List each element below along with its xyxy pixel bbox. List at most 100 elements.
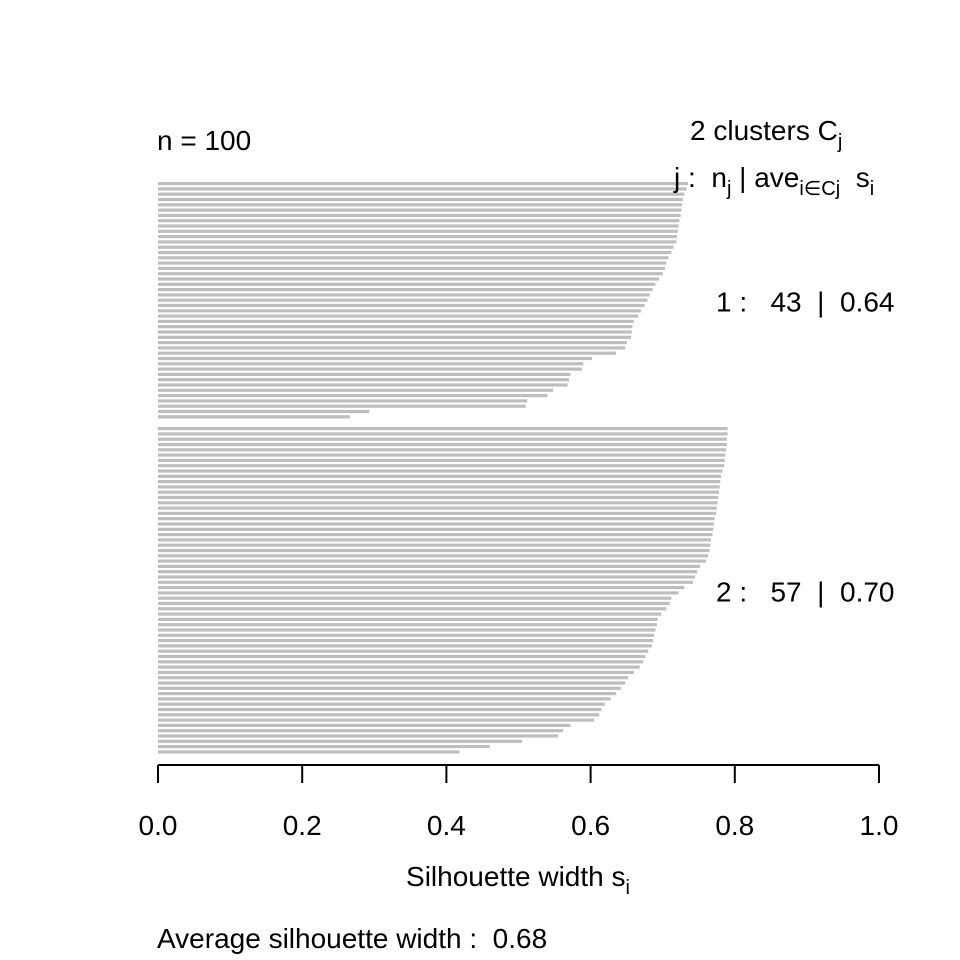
column-header-n-sub: j <box>726 178 731 200</box>
silhouette-bar-c2-53 <box>158 702 606 706</box>
silhouette-bar-c1-15 <box>158 256 669 260</box>
silhouette-bar-c2-59 <box>158 734 559 738</box>
silhouette-bar-c2-60 <box>158 739 523 743</box>
n-label: n = 100 <box>157 125 251 156</box>
silhouette-bar-c2-52 <box>158 697 611 701</box>
silhouette-bar-c2-37 <box>158 617 658 621</box>
silhouette-bar-c1-44 <box>158 409 370 414</box>
silhouette-bar-c2-54 <box>158 707 602 712</box>
silhouette-bar-c1-31 <box>158 341 627 345</box>
silhouette-bar-c1-28 <box>158 325 633 329</box>
silhouette-bar-c1-42 <box>158 399 528 403</box>
silhouette-bar-c2-10 <box>158 474 722 478</box>
silhouette-bar-c2-30 <box>158 580 693 584</box>
column-header-ave: ave <box>754 162 799 193</box>
silhouette-bar-c1-1 <box>158 182 688 186</box>
silhouette-bar-c1-29 <box>158 330 632 334</box>
silhouette-bar-c1-34 <box>158 356 593 361</box>
silhouette-bar-c1-17 <box>158 266 665 270</box>
silhouette-bar-c2-6 <box>158 453 726 457</box>
silhouette-bar-c1-33 <box>158 351 616 355</box>
column-header-n: n <box>711 162 727 193</box>
silhouette-bar-c1-25 <box>158 309 642 313</box>
silhouette-bar-c2-15 <box>158 501 718 505</box>
average-silhouette-label: Average silhouette width : 0.68 <box>157 923 547 954</box>
column-header-colon: : <box>680 162 711 193</box>
silhouette-bar-c2-16 <box>158 506 717 510</box>
x-tick-label-1.0: 1.0 <box>860 810 899 841</box>
silhouette-bar-c1-36 <box>158 367 582 371</box>
silhouette-bar-c2-62 <box>158 750 460 754</box>
clusters-header-text: 2 clusters C <box>690 115 838 146</box>
silhouette-bar-c2-13 <box>158 490 719 494</box>
silhouette-bar-c1-41 <box>158 394 548 398</box>
x-tick-label-0.0: 0.0 <box>139 810 178 841</box>
silhouette-bar-c2-19 <box>158 522 714 526</box>
silhouette-bar-c2-8 <box>158 464 724 468</box>
silhouette-bar-c2-33 <box>158 596 672 600</box>
silhouette-bar-c2-9 <box>158 469 723 473</box>
silhouette-bar-c2-22 <box>158 538 712 542</box>
silhouette-bar-c1-37 <box>158 372 571 376</box>
silhouette-bar-c2-5 <box>158 448 727 452</box>
silhouette-bar-c2-32 <box>158 591 679 595</box>
column-header-s: s <box>840 162 870 193</box>
silhouette-bar-c1-4 <box>158 197 683 202</box>
silhouette-bar-c2-7 <box>158 458 725 462</box>
silhouette-bar-c2-25 <box>158 554 709 558</box>
silhouette-bar-c2-21 <box>158 533 713 537</box>
silhouette-bar-c1-43 <box>158 404 526 408</box>
silhouette-bar-c1-21 <box>158 288 653 292</box>
silhouette-bars <box>158 182 728 754</box>
silhouette-bar-c2-3 <box>158 437 727 441</box>
silhouette-bar-c2-49 <box>158 681 626 685</box>
silhouette-bar-c1-45 <box>158 415 350 419</box>
silhouette-bar-c2-4 <box>158 442 727 447</box>
silhouette-bar-c2-61 <box>158 745 490 749</box>
silhouette-bar-c1-30 <box>158 335 631 339</box>
silhouette-bar-c1-16 <box>158 261 667 265</box>
cluster-1-label: 1 : 43 | 0.64 <box>716 286 895 317</box>
silhouette-bar-c1-22 <box>158 293 650 297</box>
silhouette-bar-c1-32 <box>158 346 626 350</box>
silhouette-bar-c1-5 <box>158 203 683 207</box>
silhouette-bar-c2-14 <box>158 495 719 500</box>
silhouette-bar-c2-28 <box>158 570 698 574</box>
silhouette-bar-c1-35 <box>158 362 584 366</box>
silhouette-bar-c2-44 <box>158 654 646 659</box>
clusters-header-sub: j <box>837 131 842 153</box>
silhouette-bar-c2-36 <box>158 612 662 616</box>
silhouette-bar-c2-45 <box>158 660 644 664</box>
column-header-s-sub: i <box>870 178 874 200</box>
silhouette-bar-c2-43 <box>158 649 649 653</box>
silhouette-bar-c2-20 <box>158 527 714 531</box>
silhouette-bar-c2-55 <box>158 713 600 717</box>
silhouette-bar-c2-38 <box>158 623 657 627</box>
column-header-j: j <box>673 162 680 193</box>
x-tick-label-0.4: 0.4 <box>427 810 466 841</box>
silhouette-bar-c1-27 <box>158 319 634 323</box>
silhouette-bar-c2-26 <box>158 559 706 563</box>
silhouette-bar-c2-41 <box>158 639 654 643</box>
column-header-ave-sub: i∈Cj <box>799 178 840 200</box>
column-header: j : nj | avei∈Cj si <box>673 162 874 200</box>
x-axis-label-text: Silhouette width s <box>406 861 625 892</box>
silhouette-bar-c2-18 <box>158 517 715 521</box>
x-tick-label-0.8: 0.8 <box>715 810 754 841</box>
silhouette-bar-c1-26 <box>158 314 639 318</box>
clusters-header: 2 clusters Cj <box>690 115 842 153</box>
silhouette-bar-c2-48 <box>158 676 629 680</box>
silhouette-bar-c2-24 <box>158 548 710 553</box>
silhouette-bar-c1-14 <box>158 250 672 255</box>
silhouette-bar-c1-6 <box>158 208 682 212</box>
silhouette-bar-c1-23 <box>158 298 648 302</box>
x-tick-label-0.2: 0.2 <box>283 810 322 841</box>
silhouette-bar-c2-1 <box>158 427 728 431</box>
x-axis-label-sub: i <box>626 877 630 899</box>
silhouette-bar-c1-38 <box>158 378 569 382</box>
silhouette-bar-c2-34 <box>158 601 670 606</box>
x-axis: 0.0 0.2 0.4 0.6 0.8 1.0 <box>139 764 899 841</box>
silhouette-bar-c2-50 <box>158 686 621 690</box>
silhouette-bar-c2-57 <box>158 723 571 727</box>
